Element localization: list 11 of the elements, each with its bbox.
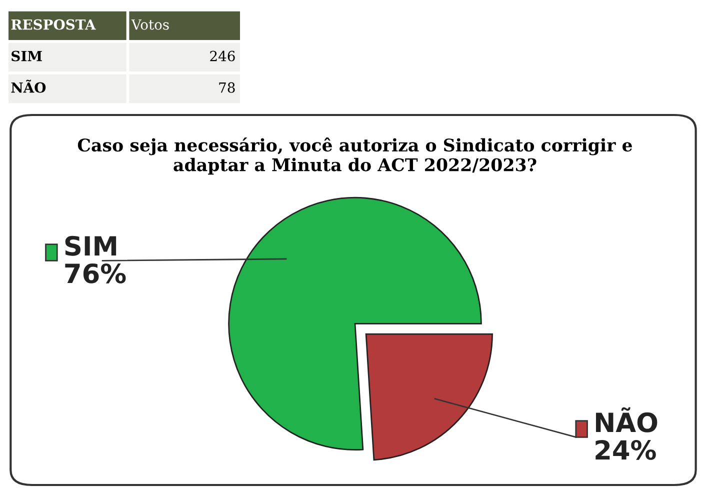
chart-title: Caso seja necessário, você autoriza o Sindicato corrigir e adaptar a Minuta do ACT 2022/2023?	[78, 138, 632, 175]
text: 246	[210, 50, 235, 62]
data-label: 24%	[596, 440, 656, 460]
text: NÃO	[11, 80, 46, 93]
text: SIM	[12, 50, 42, 62]
legend-label: NÃO	[596, 407, 658, 432]
text: RESPOSTA	[11, 19, 96, 30]
text: Votos	[131, 19, 169, 30]
data-label: 76%	[65, 263, 126, 284]
text: 78	[219, 82, 235, 93]
legend-label: SIM	[65, 236, 116, 256]
